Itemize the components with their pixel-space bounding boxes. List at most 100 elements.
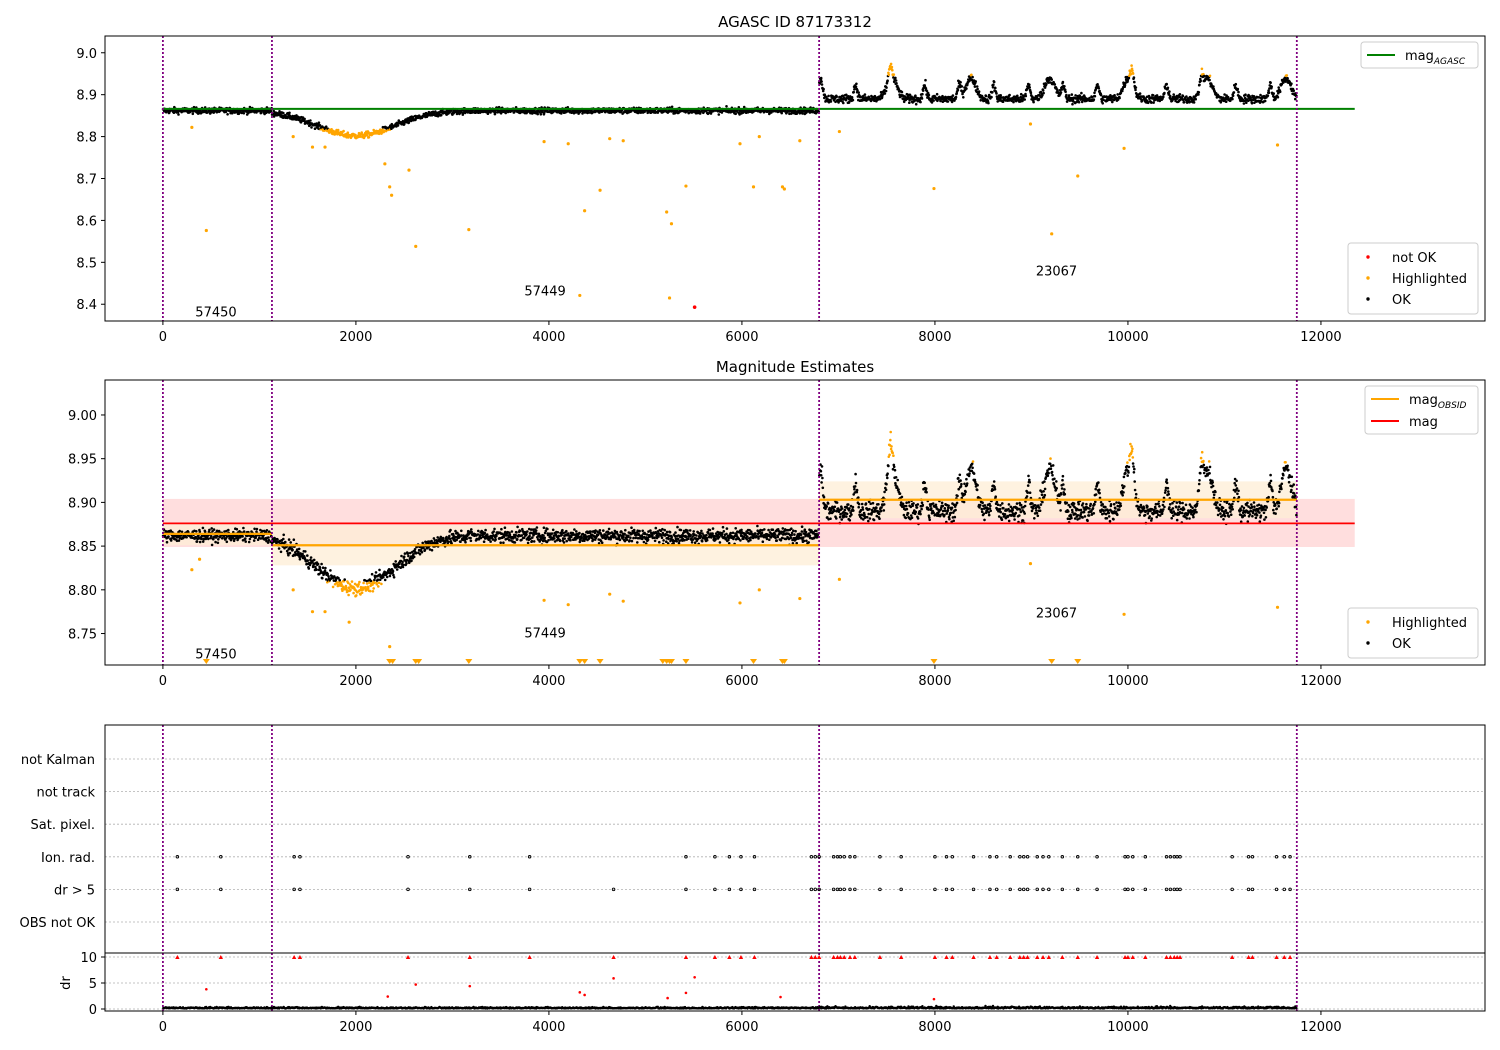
data-point — [413, 548, 417, 551]
data-point — [383, 578, 387, 582]
data-point — [420, 550, 424, 554]
legend-point-label: not OK — [1392, 251, 1437, 266]
data-point — [859, 95, 862, 98]
data-point — [911, 504, 914, 508]
data-point — [465, 537, 469, 541]
data-point — [1250, 101, 1254, 105]
data-point — [803, 528, 807, 531]
data-point — [835, 517, 838, 520]
data-point — [960, 85, 964, 88]
data-point — [902, 513, 906, 517]
data-point — [822, 495, 826, 499]
data-point — [282, 533, 286, 537]
data-point — [842, 101, 845, 105]
data-point — [871, 501, 875, 505]
data-point — [1162, 95, 1165, 99]
data-point — [829, 517, 832, 520]
data-point — [434, 110, 437, 113]
data-point — [321, 576, 324, 580]
data-point — [646, 538, 650, 541]
data-point — [469, 536, 472, 540]
data-point — [1236, 87, 1240, 91]
data-point — [347, 593, 350, 597]
data-point — [535, 532, 538, 535]
data-point — [227, 528, 230, 532]
data-point — [1113, 94, 1116, 97]
data-point — [1130, 64, 1133, 67]
highlighted-point — [837, 129, 841, 134]
data-point — [984, 94, 988, 98]
data-point — [329, 569, 332, 572]
data-point — [336, 128, 340, 132]
data-point — [436, 536, 440, 539]
data-point — [840, 518, 843, 521]
data-point — [252, 539, 256, 542]
data-point — [448, 534, 451, 538]
data-point — [402, 123, 406, 126]
data-point — [1277, 86, 1280, 89]
data-point — [423, 548, 427, 551]
data-point — [1231, 94, 1235, 97]
data-point — [375, 582, 379, 586]
data-point — [1127, 76, 1131, 80]
data-point — [298, 557, 302, 561]
data-point — [708, 528, 712, 532]
data-point — [551, 528, 555, 532]
data-point — [979, 99, 982, 102]
data-point — [1024, 94, 1028, 98]
highlighted-point — [608, 137, 612, 141]
data-point — [411, 115, 415, 119]
data-point — [825, 505, 828, 508]
data-point — [632, 536, 635, 540]
data-point — [885, 482, 888, 486]
data-point — [1028, 86, 1031, 89]
data-point — [857, 505, 860, 509]
data-point — [771, 528, 775, 531]
data-point — [414, 552, 418, 555]
data-point — [500, 527, 503, 531]
data-point — [914, 510, 918, 514]
data-point — [898, 492, 902, 495]
data-point — [826, 502, 830, 505]
data-point — [850, 96, 854, 99]
data-point — [649, 529, 652, 532]
data-point — [365, 134, 369, 137]
data-point — [1200, 67, 1204, 71]
data-point — [843, 508, 847, 512]
data-point — [760, 531, 764, 535]
data-point — [459, 540, 462, 543]
data-point — [542, 534, 545, 537]
data-point — [869, 99, 873, 103]
x-tick-label: 6000 — [725, 330, 758, 345]
data-point — [1067, 94, 1071, 97]
data-point — [886, 476, 889, 480]
data-point — [362, 581, 365, 585]
data-point — [887, 73, 891, 76]
data-point — [1269, 81, 1272, 84]
data-point — [421, 541, 425, 545]
data-point — [1060, 88, 1063, 91]
data-point — [892, 454, 895, 458]
data-point — [914, 102, 918, 106]
data-point — [1197, 93, 1200, 96]
data-point — [391, 569, 395, 573]
data-point — [208, 528, 211, 532]
data-point — [992, 80, 996, 84]
data-point — [884, 488, 888, 492]
data-point — [312, 558, 316, 562]
data-point — [1234, 82, 1238, 86]
data-point — [235, 527, 239, 531]
data-point — [177, 113, 180, 116]
data-point — [690, 541, 694, 544]
data-point — [253, 527, 256, 531]
data-point — [889, 62, 893, 66]
highlighted-point — [665, 210, 669, 214]
data-point — [802, 539, 806, 543]
data-point — [1041, 93, 1044, 97]
data-point — [534, 529, 538, 532]
data-point — [965, 87, 968, 90]
data-point — [904, 504, 908, 508]
